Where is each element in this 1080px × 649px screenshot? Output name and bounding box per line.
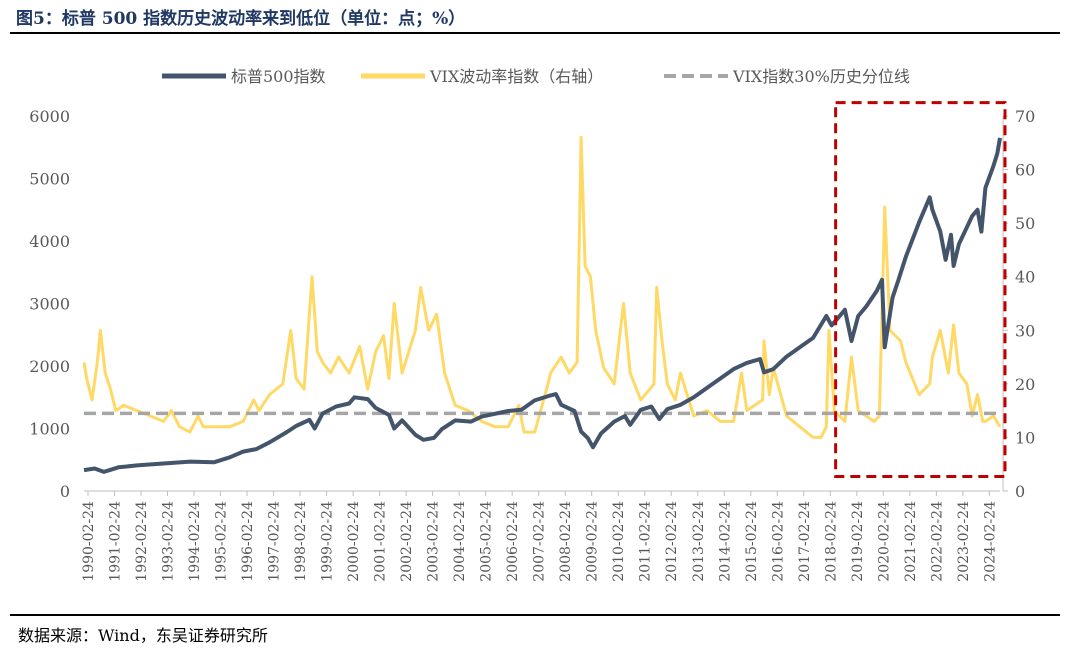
x-axis-tick-label: 2001-02-24	[373, 501, 389, 582]
sp500-series-line	[83, 137, 1002, 474]
x-axis-tick-label: 2005-02-24	[479, 501, 495, 582]
x-axis-tick-label: 2000-02-24	[346, 501, 362, 582]
x-axis-tick-label: 2017-02-24	[797, 501, 813, 582]
right-axis-tick-label: 50	[1015, 214, 1035, 233]
x-axis-tick-label: 1997-02-24	[267, 501, 283, 582]
left-axis-tick-label: 4000	[29, 232, 70, 251]
x-axis-tick-label: 2004-02-24	[452, 501, 468, 582]
x-axis-tick-label: 2022-02-24	[929, 501, 945, 582]
x-axis-tick-label: 2010-02-24	[611, 501, 627, 582]
highlight-box	[834, 101, 1007, 479]
x-axis-tick-label: 2006-02-24	[505, 501, 521, 582]
x-axis-tick-label: 2007-02-24	[532, 501, 548, 582]
x-axis-tick-label: 2015-02-24	[744, 501, 760, 582]
x-axis-tick-label: 2002-02-24	[399, 501, 415, 582]
x-axis-tick-label: 2011-02-24	[638, 501, 654, 582]
legend: 标普500指数 VIX波动率指数（右轴） VIX指数30%历史分位线	[162, 67, 910, 86]
x-axis-tick-label: 2012-02-24	[664, 501, 680, 582]
right-axis-tick-label: 40	[1015, 268, 1035, 287]
x-axis-tick-label: 2019-02-24	[850, 501, 866, 582]
x-axis-tick-label: 1991-02-24	[107, 501, 123, 582]
x-axis-tick-label: 1992-02-24	[134, 501, 150, 582]
right-axis-tick-label: 70	[1015, 107, 1035, 126]
x-axis-tick-label: 2016-02-24	[770, 501, 786, 582]
bottom-rule	[10, 614, 1060, 616]
left-axis-tick-label: 5000	[29, 170, 70, 189]
x-axis-tick-label: 1999-02-24	[320, 501, 336, 582]
legend-threshold-label: VIX指数30%历史分位线	[732, 67, 910, 86]
left-axis-tick-label: 6000	[29, 107, 70, 126]
right-axis-tick-label: 60	[1015, 161, 1035, 180]
x-axis-tick-label: 1993-02-24	[161, 501, 177, 582]
right-axis: 0 10 20 30 40 50 60 70	[1002, 107, 1035, 501]
x-axis-tick-label: 2023-02-24	[956, 501, 972, 582]
x-axis-tick-label: 2013-02-24	[691, 501, 707, 582]
left-axis-tick-label: 1000	[29, 420, 70, 439]
figure-title: 图5：标普 500 指数历史波动率来到低位（单位：点；%）	[16, 9, 466, 29]
x-axis-tick-label: 2009-02-24	[585, 501, 601, 582]
x-axis-tick-label: 2018-02-24	[823, 501, 839, 582]
right-axis-tick-label: 30	[1015, 321, 1035, 340]
left-axis-tick-label: 0	[60, 482, 70, 501]
x-axis-tick-label: 1990-02-24	[81, 501, 97, 582]
top-rule	[10, 32, 1060, 34]
left-axis-tick-label: 2000	[29, 357, 70, 376]
right-axis-tick-label: 0	[1015, 482, 1025, 501]
x-axis-tick-label: 2024-02-24	[982, 501, 998, 582]
x-axis-tick-label: 1998-02-24	[293, 501, 309, 582]
x-axis-tick-label: 2003-02-24	[426, 501, 442, 582]
left-axis-tick-label: 3000	[29, 295, 70, 314]
x-axis-tick-label: 2014-02-24	[717, 501, 733, 582]
x-axis-tick-label: 1996-02-24	[240, 501, 256, 582]
x-axis-tick-label: 2008-02-24	[558, 501, 574, 582]
x-axis-tick-label: 2021-02-24	[903, 501, 919, 582]
vix-series-line	[82, 135, 1002, 439]
left-axis: 0 1000 2000 3000 4000 5000 6000	[29, 107, 70, 501]
source-note: 数据来源：Wind，东吴证券研究所	[18, 626, 268, 645]
x-axis: 1990-02-24 1991-02-24 1992-02-24 1993-02-24…	[81, 491, 998, 582]
x-axis-tick-label: 1994-02-24	[187, 501, 203, 582]
x-axis-tick-label: 2020-02-24	[876, 501, 892, 582]
right-axis-tick-label: 10	[1015, 428, 1035, 447]
right-axis-tick-label: 20	[1015, 375, 1035, 394]
legend-vix-label: VIX波动率指数（右轴）	[429, 67, 603, 86]
legend-sp500-label: 标普500指数	[231, 67, 326, 86]
x-axis-tick-label: 1995-02-24	[214, 501, 230, 582]
